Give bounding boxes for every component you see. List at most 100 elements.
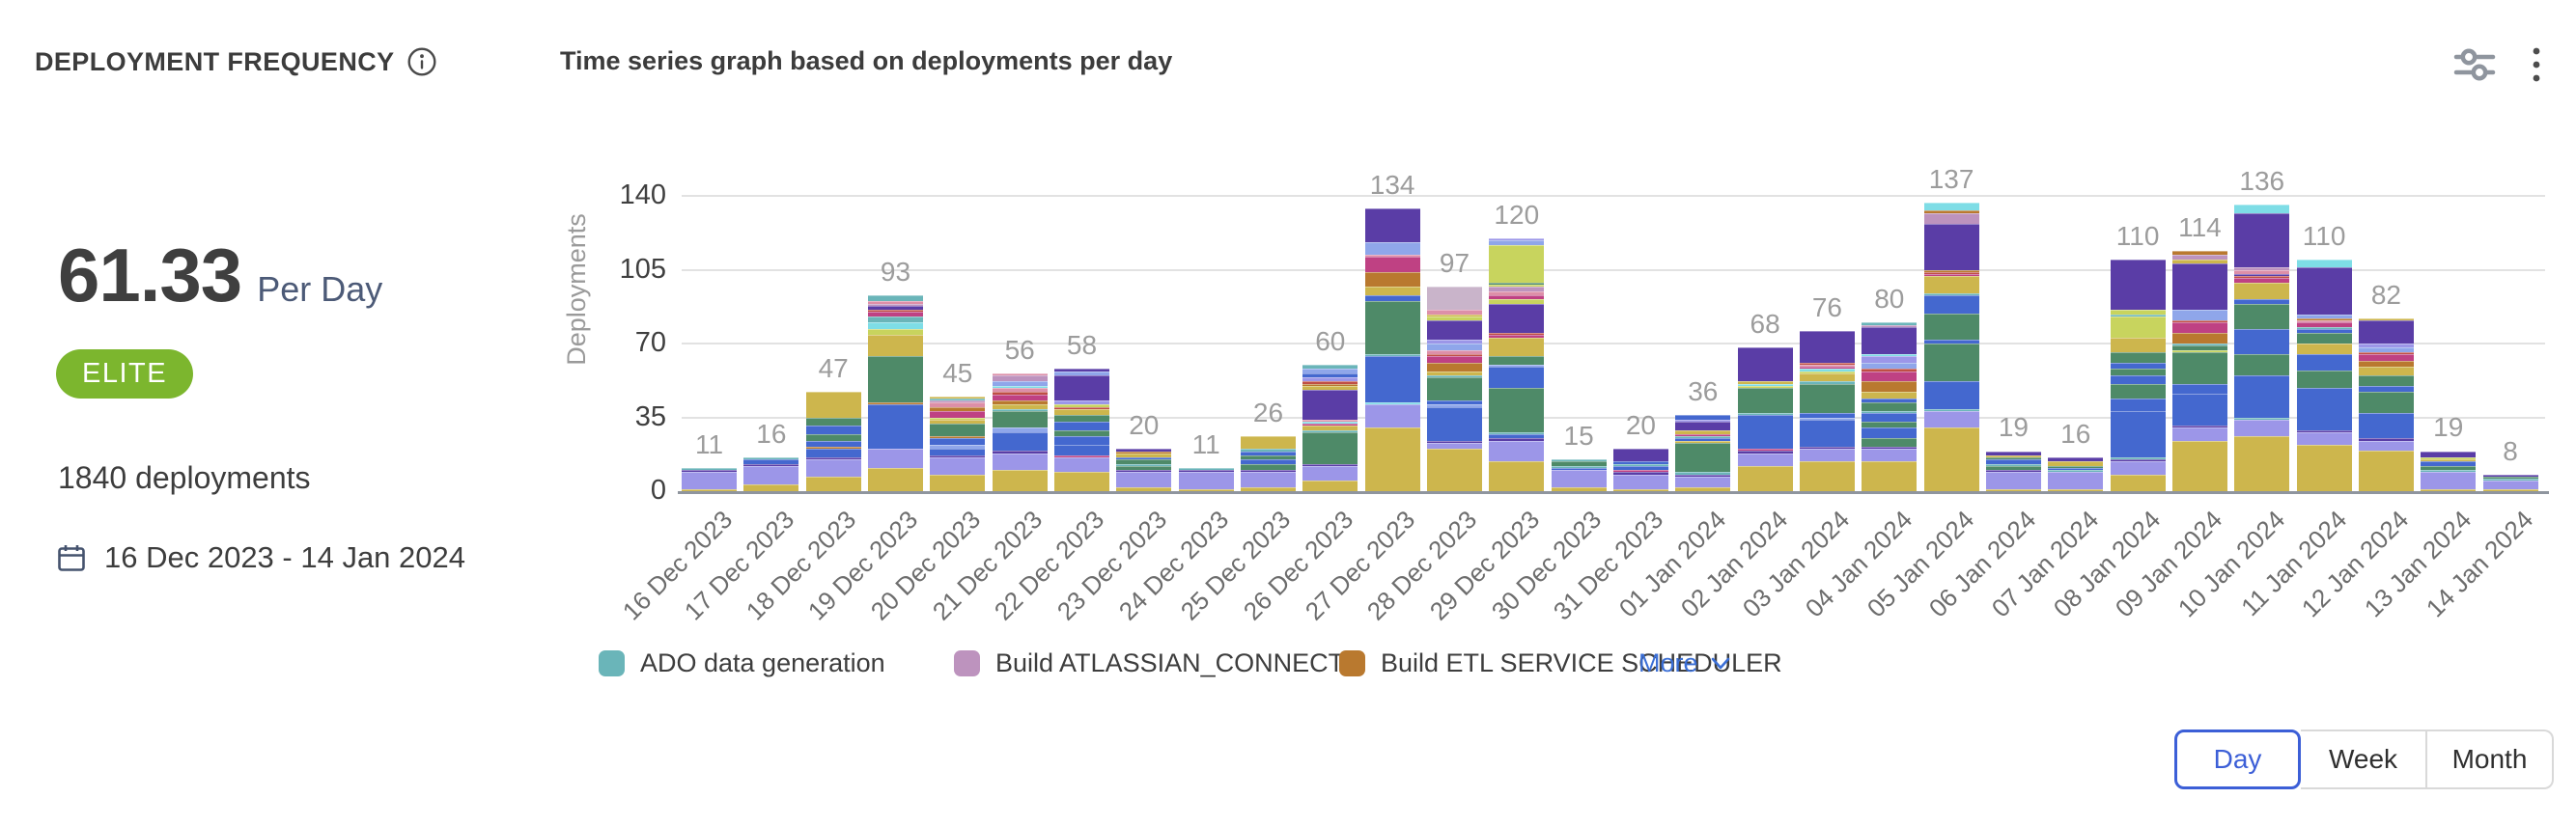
bar-segment xyxy=(930,411,986,418)
bar-segment xyxy=(1985,451,2041,455)
bar-segment xyxy=(1923,314,1979,340)
legend-more-link[interactable]: More xyxy=(1638,647,1733,678)
bar-segment xyxy=(1053,406,1109,409)
bar-segment xyxy=(2048,467,2104,471)
gridline xyxy=(682,268,2545,271)
bar-03-jan-2024[interactable] xyxy=(1799,331,1855,491)
bar-segment xyxy=(1489,333,1545,336)
bar-27-dec-2023[interactable] xyxy=(1364,208,1420,491)
bar-segment xyxy=(1985,459,2041,464)
bar-25-dec-2023[interactable] xyxy=(1240,436,1296,491)
chevron-down-icon xyxy=(1711,657,1729,670)
bar-segment xyxy=(743,459,799,464)
bar-segment xyxy=(867,449,923,468)
bar-segment xyxy=(1178,470,1234,473)
bar-segment xyxy=(1302,377,1358,382)
bar-segment xyxy=(2358,320,2414,344)
bar-segment xyxy=(2110,337,2166,352)
bar-30-dec-2023[interactable] xyxy=(1551,459,1607,491)
week-button[interactable]: Week xyxy=(2301,730,2427,789)
bar-24-dec-2023[interactable] xyxy=(1178,467,1234,491)
bar-segment xyxy=(1426,362,1482,372)
bar-segment xyxy=(2171,349,2227,352)
bar-segment xyxy=(1489,337,1545,357)
bar-segment xyxy=(1675,419,1731,422)
bar-segment xyxy=(1053,472,1109,491)
bar-10-jan-2024[interactable] xyxy=(2234,204,2290,491)
bar-segment xyxy=(2421,457,2477,460)
bar-segment xyxy=(1302,426,1358,430)
bar-segment xyxy=(1923,292,1979,295)
bar-segment xyxy=(867,303,923,306)
bar-segment xyxy=(1862,411,1918,414)
bar-segment xyxy=(2421,470,2477,473)
bar-segment xyxy=(2110,259,2166,311)
bar-06-jan-2024[interactable] xyxy=(1985,451,2041,491)
bar-segment xyxy=(1675,429,1731,435)
bar-22-dec-2023[interactable] xyxy=(1053,369,1109,491)
bar-segment xyxy=(1799,417,1855,420)
kebab-menu-icon[interactable] xyxy=(2530,42,2543,87)
bar-segment xyxy=(1862,421,1918,428)
bar-09-jan-2024[interactable] xyxy=(2171,250,2227,491)
bar-segment xyxy=(2110,410,2166,458)
bar-26-dec-2023[interactable] xyxy=(1302,365,1358,491)
bar-segment xyxy=(2171,344,2227,346)
month-button[interactable]: Month xyxy=(2427,730,2554,789)
bar-14-jan-2024[interactable] xyxy=(2482,474,2538,491)
bar-segment xyxy=(1799,331,1855,363)
bar-28-dec-2023[interactable] xyxy=(1426,287,1482,491)
bar-segment xyxy=(1053,429,1109,437)
bar-08-jan-2024[interactable] xyxy=(2110,259,2166,491)
bar-segment xyxy=(2296,353,2352,372)
bar-07-jan-2024[interactable] xyxy=(2048,457,2104,491)
bar-segment xyxy=(2296,259,2352,268)
bar-segment xyxy=(1799,369,1855,372)
bar-segment xyxy=(1053,457,1109,473)
bar-segment xyxy=(1675,415,1731,420)
gridline xyxy=(682,416,2545,419)
bar-21-dec-2023[interactable] xyxy=(992,372,1048,491)
info-icon[interactable] xyxy=(406,46,437,77)
bar-segment xyxy=(1862,398,1918,403)
bar-12-jan-2024[interactable] xyxy=(2358,317,2414,491)
bar-segment xyxy=(930,400,986,403)
bar-segment xyxy=(1489,387,1545,432)
bar-23-dec-2023[interactable] xyxy=(1116,449,1172,491)
bar-20-dec-2023[interactable] xyxy=(930,396,986,491)
bar-04-jan-2024[interactable] xyxy=(1862,322,1918,491)
filter-sliders-icon[interactable] xyxy=(2452,42,2497,87)
bar-segment xyxy=(1862,461,1918,491)
bar-02-jan-2024[interactable] xyxy=(1737,347,1793,491)
bar-segment xyxy=(2234,419,2290,437)
bar-19-dec-2023[interactable] xyxy=(867,294,923,491)
bar-segment xyxy=(1302,421,1358,425)
bar-18-dec-2023[interactable] xyxy=(805,392,861,491)
bar-13-jan-2024[interactable] xyxy=(2421,451,2477,491)
bar-segment xyxy=(1923,212,1979,224)
bar-01-jan-2024[interactable] xyxy=(1675,415,1731,491)
bar-11-jan-2024[interactable] xyxy=(2296,259,2352,491)
bar-segment xyxy=(930,419,986,425)
bar-segment xyxy=(1489,364,1545,368)
bar-segment xyxy=(2048,472,2104,489)
bar-17-dec-2023[interactable] xyxy=(743,457,799,491)
bar-segment xyxy=(2048,457,2104,462)
bar-segment xyxy=(2358,367,2414,375)
y-axis-tick-label: 105 xyxy=(619,253,666,285)
bar-segment xyxy=(867,301,923,304)
bar-segment xyxy=(2482,476,2538,479)
bar-31-dec-2023[interactable] xyxy=(1612,449,1668,491)
bar-16-dec-2023[interactable] xyxy=(682,467,737,491)
day-button[interactable]: Day xyxy=(2174,730,2301,789)
bar-segment xyxy=(1675,438,1731,441)
bar-segment xyxy=(992,400,1048,405)
bar-05-jan-2024[interactable] xyxy=(1923,202,1979,491)
bar-29-dec-2023[interactable] xyxy=(1489,237,1545,491)
bar-segment xyxy=(1489,290,1545,295)
gridline xyxy=(682,195,2545,197)
bar-segment xyxy=(743,457,799,460)
widget-title: DEPLOYMENT FREQUENCY xyxy=(35,46,395,76)
